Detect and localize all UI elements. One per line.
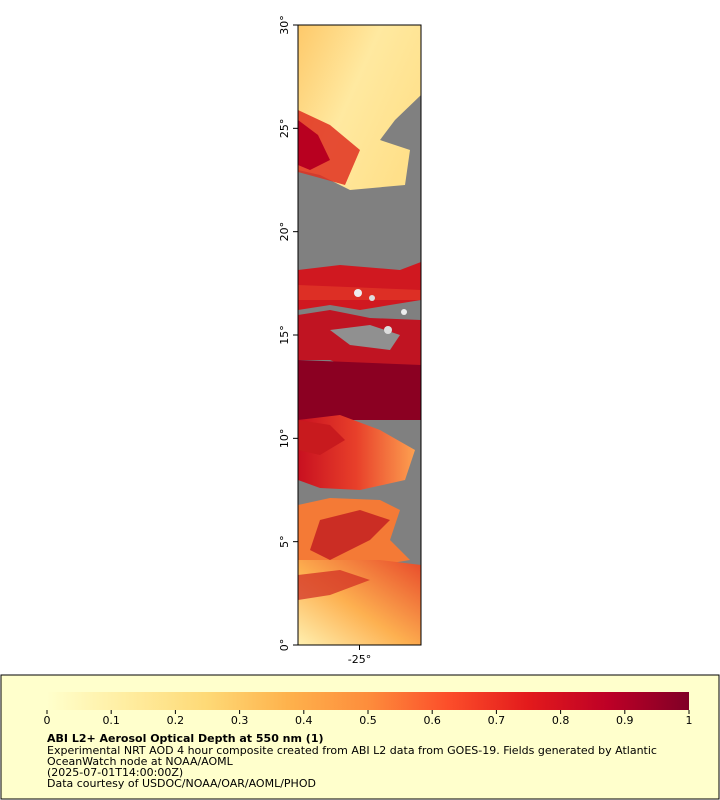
colorbar-tick-label: 0.8 xyxy=(552,714,570,727)
title: ABI L2+ Aerosol Optical Depth at 550 nm … xyxy=(47,732,324,745)
x-tick-label: -25° xyxy=(348,653,371,666)
colorbar-tick-label: 0.5 xyxy=(359,714,377,727)
y-tick-label: 10° xyxy=(278,429,291,449)
colorbar-tick-label: 0.7 xyxy=(488,714,506,727)
y-tick-label: 25° xyxy=(278,119,291,139)
y-tick-label: 15° xyxy=(278,325,291,345)
caption-line: (2025-07-01T14:00:00Z) xyxy=(47,766,183,779)
colorbar-tick-label: 0.1 xyxy=(102,714,120,727)
map-image xyxy=(298,25,421,645)
colorbar-tick-label: 0.2 xyxy=(167,714,185,727)
caption-line: OceanWatch node at NOAA/AOML xyxy=(47,755,234,768)
caption-line: Experimental NRT AOD 4 hour composite cr… xyxy=(47,744,657,757)
y-tick-label: 0° xyxy=(278,639,291,652)
y-tick-label: 20° xyxy=(278,222,291,242)
colorbar-tick-label: 1 xyxy=(686,714,693,727)
colorbar-tick-label: 0.4 xyxy=(295,714,313,727)
colorbar-tick-label: 0.6 xyxy=(423,714,441,727)
colorbar-tick-label: 0.3 xyxy=(231,714,249,727)
y-tick-label: 5° xyxy=(278,535,291,548)
colorbar-tick-label: 0.9 xyxy=(616,714,634,727)
y-tick-label: 30° xyxy=(278,15,291,35)
caption-line: Data courtesy of USDOC/NOAA/OAR/AOML/PHO… xyxy=(47,777,316,790)
colorbar xyxy=(47,692,689,710)
colorbar-tick-label: 0 xyxy=(44,714,51,727)
